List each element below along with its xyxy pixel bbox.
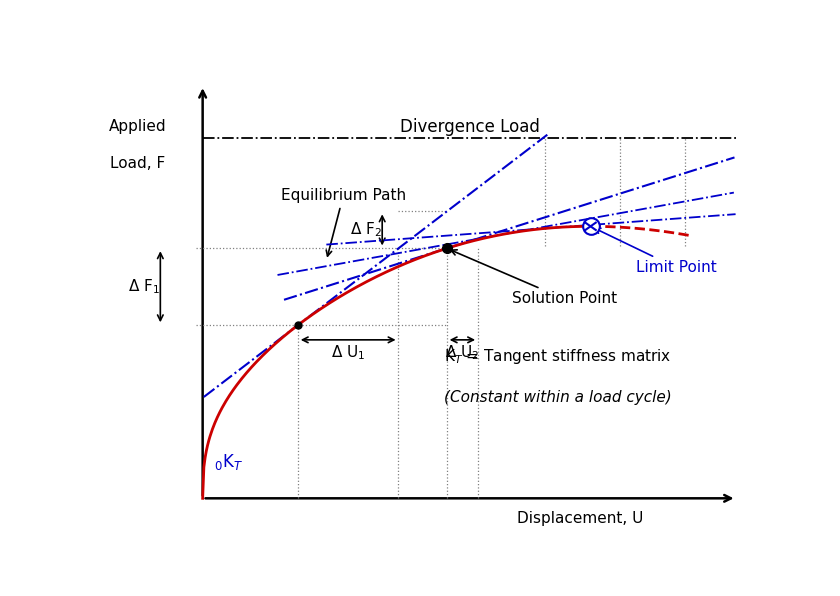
Text: Applied: Applied — [108, 119, 166, 134]
Text: Solution Point: Solution Point — [451, 250, 617, 306]
Text: $\Delta$ F$_2$: $\Delta$ F$_2$ — [350, 221, 382, 239]
Text: K$_T$ = Tangent stiffness matrix: K$_T$ = Tangent stiffness matrix — [444, 346, 671, 365]
Text: Equilibrium Path: Equilibrium Path — [281, 188, 406, 256]
Text: (Constant within a load cycle): (Constant within a load cycle) — [444, 390, 671, 405]
Text: Load, F: Load, F — [110, 156, 165, 171]
Text: $\Delta$ U$_1$: $\Delta$ U$_1$ — [331, 343, 365, 362]
Text: $_0$K$_T$: $_0$K$_T$ — [214, 452, 244, 471]
Text: Divergence Load: Divergence Load — [400, 117, 539, 136]
Text: Displacement, U: Displacement, U — [517, 511, 643, 526]
Text: $\Delta$ F$_1$: $\Delta$ F$_1$ — [128, 277, 160, 296]
Text: Limit Point: Limit Point — [595, 228, 717, 275]
Text: $\Delta$ U$_2$: $\Delta$ U$_2$ — [445, 343, 480, 362]
